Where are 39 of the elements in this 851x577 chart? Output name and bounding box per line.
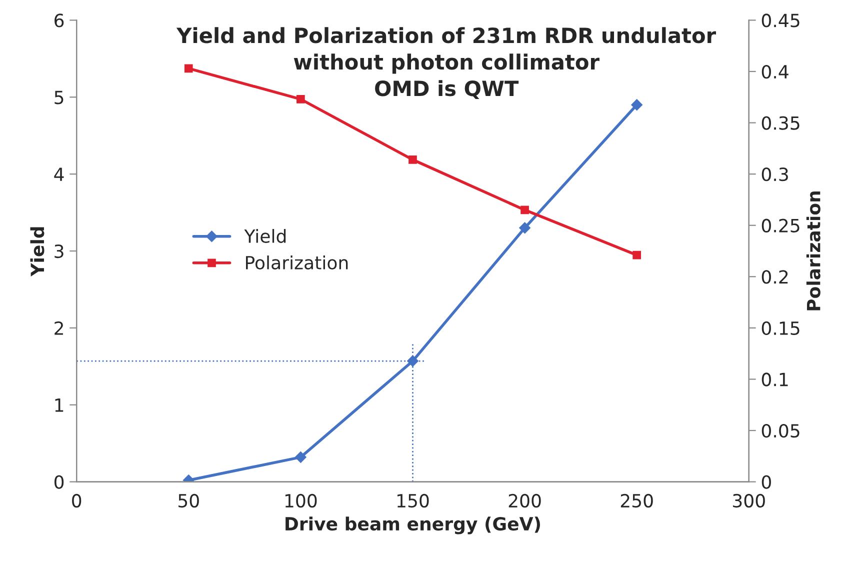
x-axis-title: Drive beam energy (GeV) bbox=[286, 516, 540, 534]
point bbox=[632, 250, 641, 260]
point bbox=[184, 64, 193, 73]
y2-tick-label: 0.1 bbox=[762, 372, 788, 386]
y2-tick-label: 0.25 bbox=[762, 218, 800, 232]
point bbox=[631, 99, 642, 110]
y2-tick-label: 0.05 bbox=[762, 424, 800, 438]
y-tick-label: 0 bbox=[54, 475, 64, 489]
y2-tick-label: 0 bbox=[762, 475, 771, 489]
x-tick-label: 250 bbox=[620, 494, 653, 508]
x-tick-label: 150 bbox=[397, 494, 429, 508]
y2-tick-label: 0.3 bbox=[762, 168, 788, 182]
legend-label: Polarization bbox=[246, 256, 348, 270]
legend-label: Yield bbox=[244, 229, 286, 243]
x-tick-label: 50 bbox=[178, 494, 199, 508]
point bbox=[520, 206, 529, 214]
point bbox=[295, 452, 306, 463]
y2-tick-label: 0.15 bbox=[762, 321, 800, 336]
x-tick-label: 300 bbox=[733, 494, 765, 508]
y2-tick-label: 0.4 bbox=[762, 64, 788, 79]
y-tick-label: 5 bbox=[54, 90, 64, 104]
y-tick-label: 3 bbox=[54, 244, 64, 258]
text: Yield and Polarization of 231m RDR undulator without photon collimator OMD is QWT bbox=[176, 27, 716, 99]
y2-tick-label: 0.2 bbox=[762, 270, 788, 284]
y2-tick-label: 0.35 bbox=[762, 116, 800, 130]
x-tick-label: 0 bbox=[72, 494, 82, 508]
point bbox=[408, 156, 417, 164]
point bbox=[519, 222, 530, 234]
y-tick-label: 4 bbox=[54, 168, 64, 181]
x-tick-label: 100 bbox=[285, 494, 317, 508]
y-axis-title: Yield bbox=[30, 227, 44, 276]
y-tick-label: 6 bbox=[54, 14, 64, 28]
point bbox=[296, 95, 305, 104]
y-tick-label: 1 bbox=[55, 398, 64, 412]
y2-tick-label: 0.45 bbox=[762, 14, 800, 28]
x-tick-label: 200 bbox=[508, 494, 541, 508]
y2-axis-title: Polarization bbox=[806, 191, 820, 310]
point bbox=[407, 355, 418, 367]
y-tick-label: 2 bbox=[54, 321, 63, 335]
